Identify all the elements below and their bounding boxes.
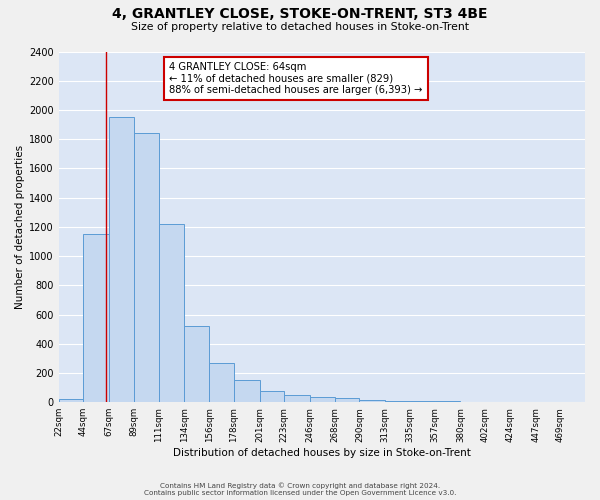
Bar — [184, 326, 209, 402]
Bar — [83, 234, 109, 402]
Bar — [234, 380, 260, 402]
Bar — [260, 390, 284, 402]
Text: 4, GRANTLEY CLOSE, STOKE-ON-TRENT, ST3 4BE: 4, GRANTLEY CLOSE, STOKE-ON-TRENT, ST3 4… — [112, 8, 488, 22]
Bar — [310, 397, 335, 402]
Bar — [284, 395, 310, 402]
Text: Size of property relative to detached houses in Stoke-on-Trent: Size of property relative to detached ho… — [131, 22, 469, 32]
Bar — [335, 398, 359, 402]
Bar — [59, 398, 83, 402]
Text: Contains HM Land Registry data © Crown copyright and database right 2024.: Contains HM Land Registry data © Crown c… — [160, 482, 440, 489]
Bar — [385, 400, 410, 402]
Y-axis label: Number of detached properties: Number of detached properties — [15, 145, 25, 309]
Bar — [158, 224, 184, 402]
X-axis label: Distribution of detached houses by size in Stoke-on-Trent: Distribution of detached houses by size … — [173, 448, 471, 458]
Text: 4 GRANTLEY CLOSE: 64sqm
← 11% of detached houses are smaller (829)
88% of semi-d: 4 GRANTLEY CLOSE: 64sqm ← 11% of detache… — [169, 62, 422, 95]
Text: Contains public sector information licensed under the Open Government Licence v3: Contains public sector information licen… — [144, 490, 456, 496]
Bar — [134, 134, 158, 402]
Bar — [359, 400, 385, 402]
Bar — [109, 118, 134, 402]
Bar — [209, 364, 234, 402]
